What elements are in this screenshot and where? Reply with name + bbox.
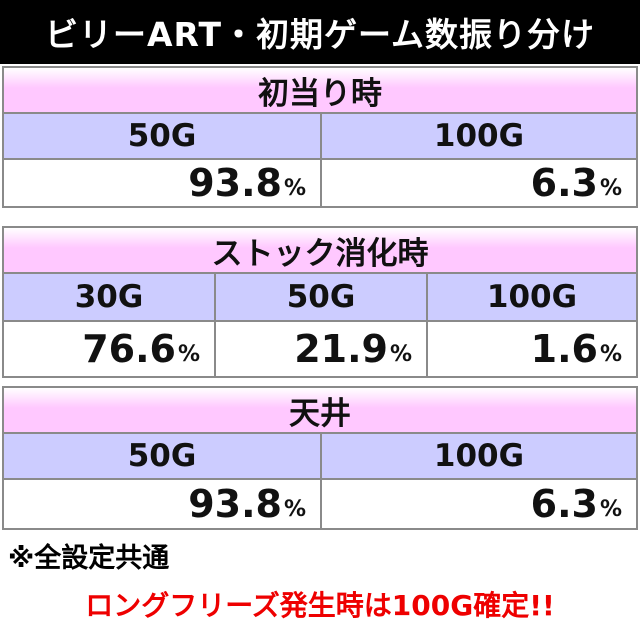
value-number: 93.8	[188, 161, 282, 205]
value-number: 6.3	[530, 161, 598, 205]
section-header: 初当り時	[2, 66, 638, 114]
column-header: 100G	[320, 112, 638, 160]
title-bar: ビリーART・初期ゲーム数振り分け	[0, 0, 640, 64]
column-label: 100G	[486, 279, 578, 315]
value-number: 1.6	[530, 327, 598, 371]
section-header: 天井	[2, 386, 638, 434]
value-number: 93.8	[188, 482, 282, 526]
value-cell: 76.6%	[2, 320, 216, 378]
column-label: 50G	[286, 279, 356, 315]
value-number: 6.3	[530, 482, 598, 526]
section-header: ストック消化時	[2, 226, 638, 274]
value-unit: %	[283, 175, 306, 201]
column-header: 100G	[320, 432, 638, 480]
value-unit: %	[283, 496, 306, 522]
value-cell: 6.3%	[320, 478, 638, 530]
section-title: 初当り時	[258, 75, 382, 112]
section-title: 天井	[289, 395, 351, 432]
value-cell: 93.8%	[2, 158, 322, 208]
value-unit: %	[177, 341, 200, 367]
value-cell: 21.9%	[214, 320, 428, 378]
column-header: 100G	[426, 272, 638, 322]
column-header: 30G	[2, 272, 216, 322]
column-header: 50G	[2, 112, 322, 160]
value-unit: %	[599, 341, 622, 367]
alert: ロングフリーズ発生時は100G確定!!	[85, 589, 555, 622]
note: ※全設定共通	[8, 543, 170, 574]
column-label: 100G	[433, 118, 525, 154]
value-cell: 1.6%	[426, 320, 638, 378]
value-number: 21.9	[294, 327, 388, 371]
value-cell: 93.8%	[2, 478, 322, 530]
column-label: 30G	[74, 279, 144, 315]
section-title: ストック消化時	[211, 235, 429, 272]
value-unit: %	[599, 496, 622, 522]
value-cell: 6.3%	[320, 158, 638, 208]
column-label: 100G	[433, 438, 525, 474]
column-label: 50G	[127, 118, 197, 154]
column-header: 50G	[214, 272, 428, 322]
title: ビリーART・初期ゲーム数振り分け	[45, 15, 595, 54]
column-label: 50G	[127, 438, 197, 474]
value-number: 76.6	[82, 327, 176, 371]
value-unit: %	[389, 341, 412, 367]
column-header: 50G	[2, 432, 322, 480]
value-unit: %	[599, 175, 622, 201]
